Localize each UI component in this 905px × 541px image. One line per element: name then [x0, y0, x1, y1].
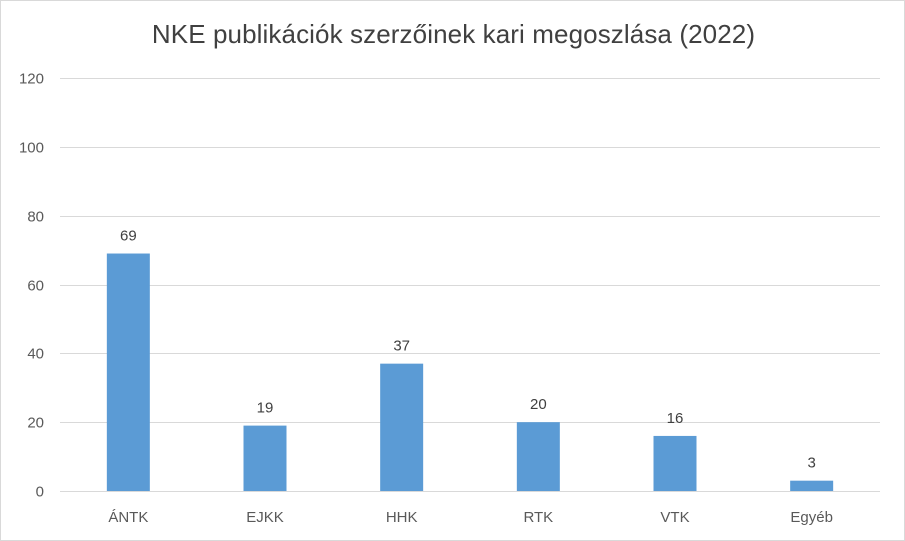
x-tick-label: ÁNTK: [108, 509, 148, 526]
gridlines: [60, 78, 880, 492]
data-label: 69: [120, 228, 137, 245]
bar: [516, 422, 560, 491]
data-label: 3: [807, 455, 815, 472]
x-tick-label: HHK: [386, 509, 418, 526]
y-tick-label: 40: [27, 346, 44, 363]
data-labels: 69 19 37 20 16 3: [120, 228, 816, 472]
bar: [380, 363, 424, 491]
bars: [106, 253, 834, 491]
data-label: 16: [667, 410, 684, 427]
bar: [653, 435, 697, 491]
y-tick-label: 100: [19, 140, 44, 157]
x-tick-label: EJKK: [246, 509, 284, 526]
data-label: 20: [530, 396, 547, 413]
y-tick-label: 20: [27, 415, 44, 432]
y-tick-label: 0: [36, 484, 44, 501]
x-tick-label: VTK: [660, 509, 689, 526]
bar: [106, 253, 150, 491]
chart-title: NKE publikációk szerzőinek kari megoszlá…: [151, 19, 756, 49]
y-tick-label: 80: [27, 209, 44, 226]
x-tick-label: Egyéb: [790, 509, 833, 526]
data-label: 37: [393, 338, 410, 355]
y-tick-label: 60: [27, 278, 44, 295]
x-axis-tick-labels: ÁNTK EJKK HHK RTK VTK Egyéb: [108, 509, 833, 526]
y-tick-label: 120: [19, 71, 44, 88]
y-axis-tick-labels: 0 20 40 60 80 100 120: [19, 71, 44, 501]
bar: [243, 425, 287, 491]
bar: [790, 480, 834, 491]
x-tick-label: RTK: [523, 509, 553, 526]
data-label: 19: [257, 400, 274, 417]
